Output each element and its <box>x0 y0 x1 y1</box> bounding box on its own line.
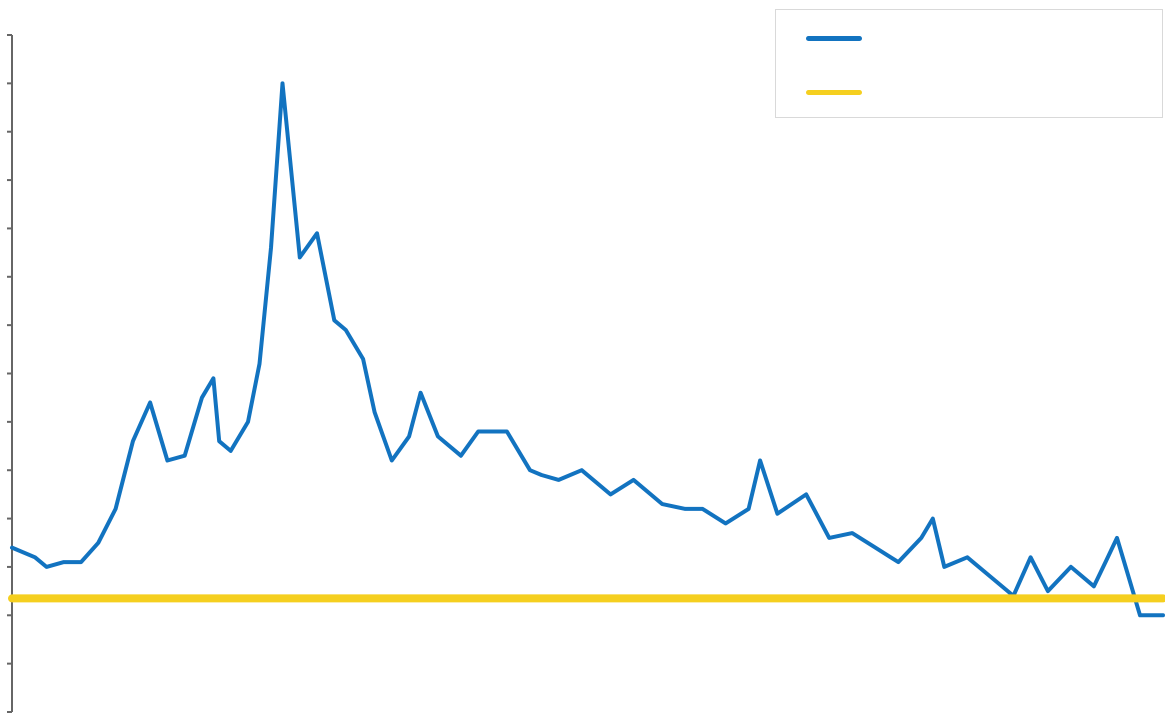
legend-item-2 <box>806 83 1146 103</box>
legend-swatch-1 <box>806 36 862 41</box>
y-axis <box>7 34 13 713</box>
legend-swatch-2 <box>806 90 862 95</box>
series-layer <box>8 81 1165 618</box>
legend <box>775 9 1163 118</box>
series-line-1 <box>10 81 1165 618</box>
legend-item-1 <box>806 29 1146 49</box>
